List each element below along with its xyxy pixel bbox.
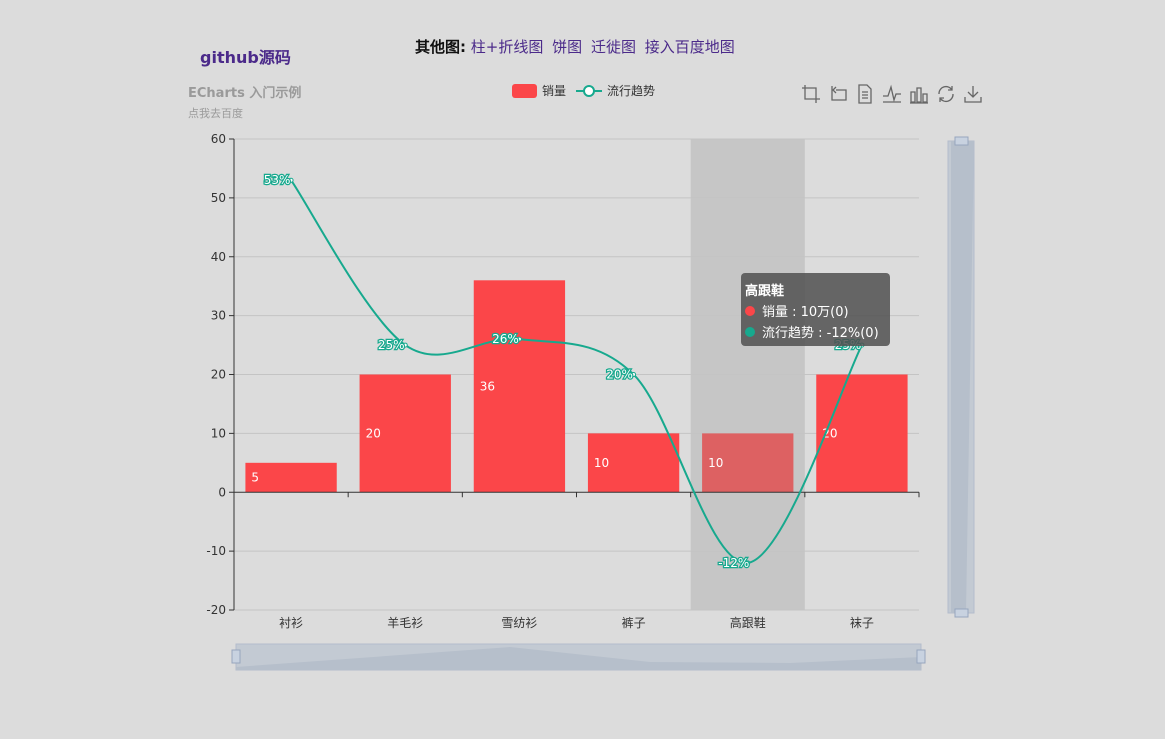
y-tick-label: 10	[211, 426, 226, 440]
y-datazoom-handle-top[interactable]	[954, 136, 969, 146]
tooltip-dot-trend	[745, 326, 755, 337]
trend-value-label: 26%	[492, 332, 519, 346]
trend-value-label: 53%	[264, 173, 291, 187]
trend-point[interactable]	[745, 560, 751, 566]
tooltip-dot-sales	[745, 305, 755, 316]
bar-value-label: 20	[366, 426, 381, 440]
x-tick-label: 雪纺衫	[501, 616, 537, 630]
chart-toolbox	[801, 84, 990, 104]
x-datazoom-handle-left[interactable]	[231, 649, 241, 664]
other-charts-label: 其他图:	[415, 38, 466, 56]
bar-type-icon[interactable]	[909, 84, 929, 104]
trend-value-label: -12%	[718, 556, 749, 570]
x-tick-label: 高跟鞋	[730, 615, 766, 630]
y-tick-label: -10	[206, 544, 226, 558]
tooltip-title: 高跟鞋	[745, 284, 785, 299]
y-tick-label: 0	[218, 485, 226, 499]
crop-icon[interactable]	[801, 84, 821, 104]
trend-point[interactable]	[288, 177, 294, 183]
link-bar-line[interactable]: 柱+折线图	[470, 38, 544, 56]
legend-label-sales: 销量	[542, 84, 567, 98]
bar-羊毛衫[interactable]	[359, 374, 451, 493]
link-baidu-map[interactable]: 接入百度地图	[644, 38, 735, 56]
y-tick-label: 60	[211, 132, 226, 146]
tooltip-text-trend: 流行趋势 : -12%(0)	[762, 326, 879, 341]
y-tick-label: 20	[211, 368, 226, 382]
trend-point[interactable]	[631, 372, 637, 377]
y-tick-label: 30	[211, 309, 226, 323]
chart-legend: 销量 流行趋势	[512, 82, 665, 99]
legend-item-sales[interactable]: 销量	[512, 82, 566, 99]
legend-line-swatch	[576, 84, 603, 97]
restore-icon[interactable]	[936, 84, 956, 104]
bar-value-label: 10	[594, 456, 609, 470]
undo-zoom-icon[interactable]	[828, 84, 848, 104]
legend-label-trend: 流行趋势	[607, 84, 656, 98]
tooltip: 高跟鞋 销量 : 10万(0) 流行趋势 : -12%(0)	[741, 273, 890, 346]
bar-高跟鞋[interactable]	[702, 433, 794, 493]
trend-value-label: 20%	[606, 368, 633, 382]
x-tick-label: 裤子	[622, 616, 646, 630]
chart-subtitle-link[interactable]: 点我去百度	[188, 107, 243, 120]
tooltip-row-sales: 销量 : 10万(0)	[745, 300, 886, 321]
line-type-icon[interactable]	[882, 84, 902, 104]
x-tick-label: 袜子	[850, 616, 874, 630]
tooltip-row-trend: 流行趋势 : -12%(0)	[745, 321, 886, 342]
trend-point[interactable]	[516, 336, 522, 342]
link-migration[interactable]: 迁徙图	[590, 38, 636, 56]
y-datazoom-handle-bottom[interactable]	[954, 608, 969, 618]
bar-value-label: 36	[480, 379, 495, 393]
bar-value-label: 5	[251, 471, 259, 485]
trend-value-label: 25%	[378, 338, 405, 352]
x-datazoom-handle-right[interactable]	[916, 649, 926, 664]
bar-袜子[interactable]	[816, 374, 908, 493]
other-charts-nav: 其他图: 柱+折线图 饼图 迁徙图 接入百度地图	[415, 36, 739, 57]
y-tick-label: 50	[211, 191, 226, 205]
bar-雪纺衫[interactable]	[473, 280, 566, 493]
tooltip-text-sales: 销量 : 10万(0)	[762, 305, 849, 320]
trend-line[interactable]	[290, 179, 863, 564]
chart-title: ECharts 入门示例	[188, 86, 302, 101]
data-view-icon[interactable]	[855, 84, 875, 104]
github-link[interactable]: github源码	[200, 48, 291, 67]
legend-item-trend[interactable]: 流行趋势	[576, 82, 655, 99]
y-tick-label: -20	[206, 603, 226, 617]
legend-bar-swatch	[512, 83, 537, 98]
x-tick-label: 羊毛衫	[387, 615, 423, 630]
save-image-icon[interactable]	[963, 84, 983, 104]
bar-裤子[interactable]	[587, 433, 680, 493]
x-tick-label: 衬衫	[279, 616, 303, 630]
link-pie[interactable]: 饼图	[552, 38, 583, 56]
bar-value-label: 10	[708, 456, 723, 470]
bar-衬衫[interactable]	[245, 462, 337, 493]
trend-point[interactable]	[402, 342, 408, 348]
y-datazoom-preview	[951, 141, 974, 613]
x-datazoom-preview	[236, 647, 921, 670]
y-tick-label: 40	[211, 250, 226, 264]
